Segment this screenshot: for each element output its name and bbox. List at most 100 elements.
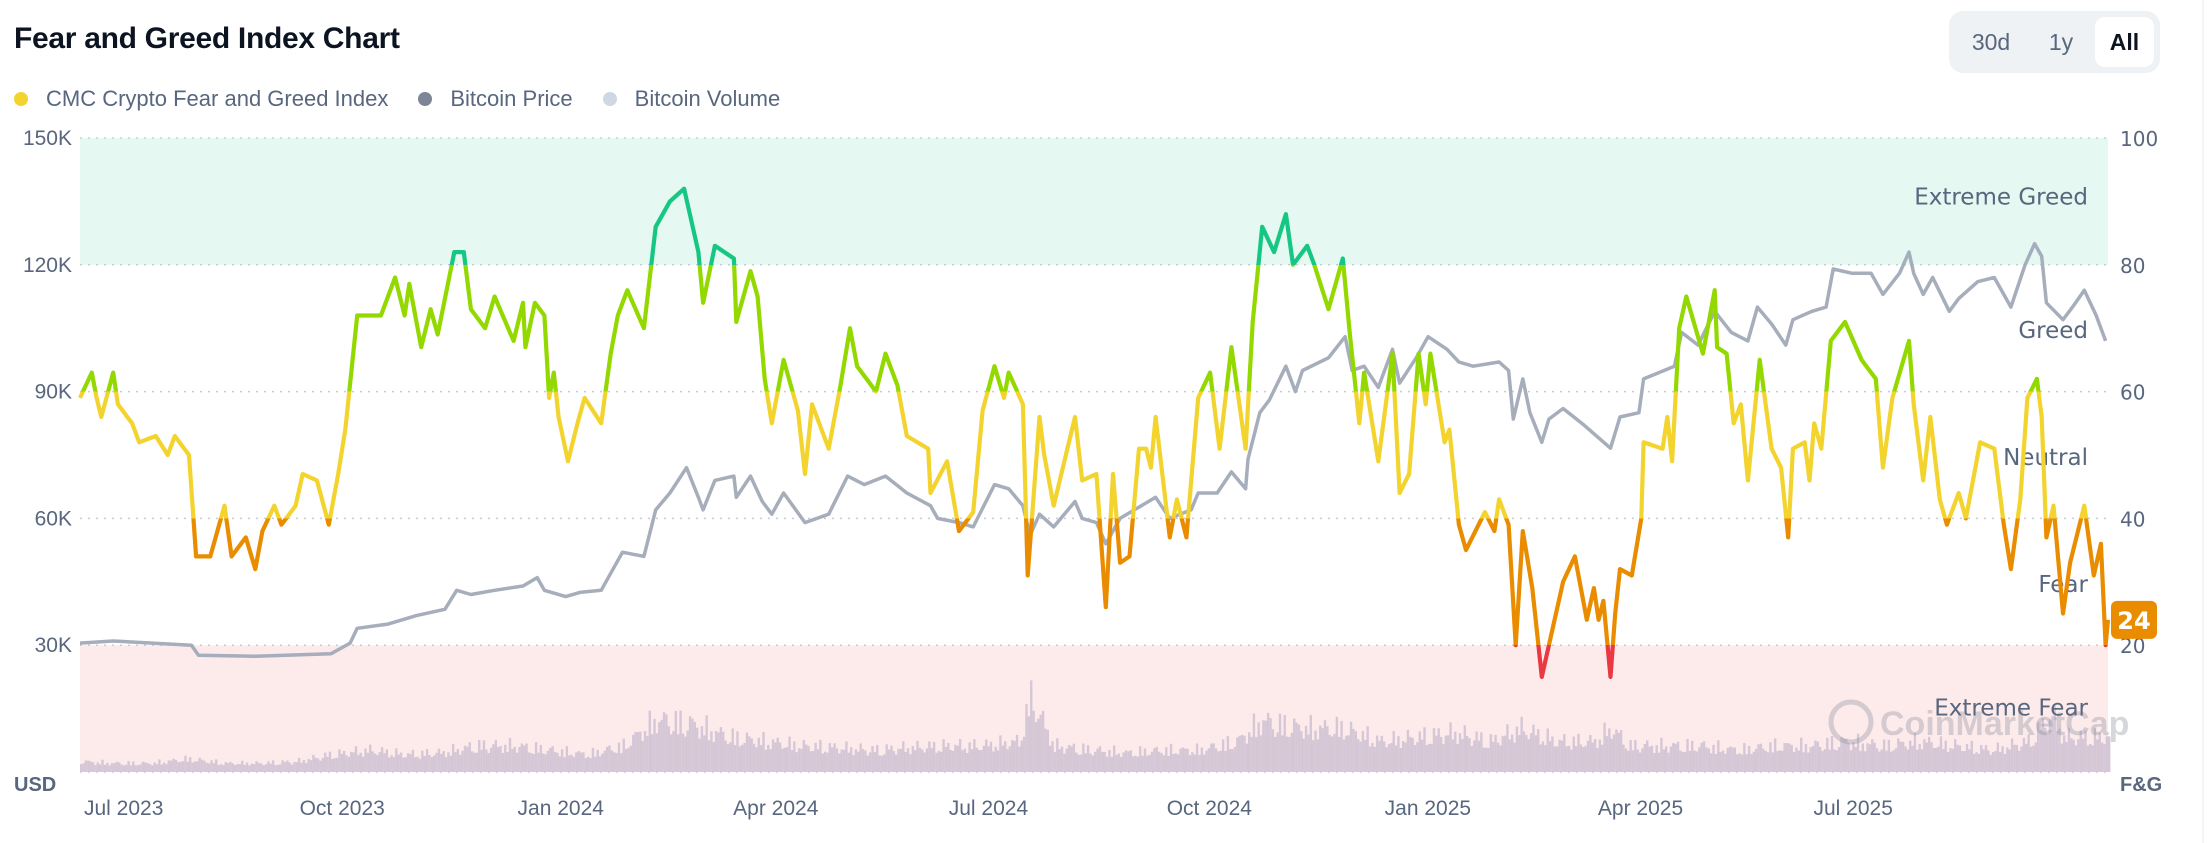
- coinmarketcap-watermark: CoinMarketCap: [1828, 699, 2129, 745]
- volume-bar: [1766, 752, 1770, 772]
- volume-bar: [2008, 749, 2011, 772]
- volume-bar: [1364, 739, 1367, 772]
- range-1y-button[interactable]: 1y: [2048, 28, 2074, 55]
- volume-bar: [1162, 755, 1166, 772]
- volume-bar: [693, 722, 697, 772]
- volume-bar: [686, 730, 689, 772]
- volume-bar: [207, 763, 211, 772]
- volume-bar: [1622, 744, 1625, 772]
- volume-bar: [1515, 726, 1519, 772]
- volume-bar: [264, 764, 268, 772]
- page-title: Fear and Greed Index Chart: [14, 22, 400, 55]
- volume-bar: [1691, 740, 1694, 772]
- volume-bar: [1356, 739, 1360, 772]
- volume-bar: [639, 731, 642, 772]
- volume-bar: [698, 738, 701, 772]
- volume-bar: [835, 748, 839, 772]
- volume-bar: [245, 762, 249, 772]
- volume-bar: [1956, 744, 1959, 772]
- volume-bar: [1764, 750, 1767, 772]
- volume-bar: [1811, 745, 1815, 772]
- volume-bar: [350, 751, 353, 772]
- volume-bar: [321, 757, 325, 772]
- volume-bar: [309, 760, 313, 772]
- volume-bar: [167, 760, 171, 772]
- volume-bar: [2003, 754, 2007, 772]
- volume-bar: [873, 752, 877, 772]
- volume-bar: [276, 764, 280, 772]
- volume-bar: [1174, 753, 1177, 772]
- volume-bar: [1544, 745, 1547, 772]
- volume-bar: [1330, 736, 1334, 772]
- volume-bar: [1754, 748, 1758, 772]
- volume-bar: [1001, 745, 1005, 772]
- legend-item-fear-greed[interactable]: CMC Crypto Fear and Greed Index: [14, 86, 388, 112]
- volume-bar: [1555, 746, 1559, 772]
- volume-bar: [1179, 748, 1182, 772]
- volume-bar: [84, 760, 88, 772]
- volume-bar: [669, 734, 673, 772]
- volume-bar: [1887, 739, 1891, 772]
- volume-bar: [1195, 743, 1199, 772]
- volume-bar: [281, 760, 284, 772]
- volume-bar: [956, 745, 959, 772]
- volume-bar: [975, 747, 978, 772]
- volume-bar: [719, 727, 723, 772]
- volume-bar: [1105, 756, 1109, 772]
- volume-bar: [750, 738, 753, 772]
- volume-bar: [1664, 746, 1668, 772]
- volume-bar: [366, 752, 370, 772]
- volume-bar: [1380, 735, 1384, 772]
- volume-bar: [1636, 749, 1639, 772]
- volume-bar: [1908, 740, 1912, 772]
- volume-bar: [1013, 740, 1016, 772]
- volume-bar: [210, 760, 213, 772]
- volume-bar: [307, 758, 310, 772]
- volume-bar: [700, 726, 704, 772]
- left-axis-tick-label: 30K: [35, 634, 72, 657]
- volume-bar: [2077, 739, 2080, 772]
- legend-item-bitcoin-volume[interactable]: Bitcoin Volume: [602, 86, 780, 112]
- zone-label: Extreme Fear: [1934, 696, 2088, 722]
- volume-bar: [165, 764, 168, 772]
- volume-bar: [1406, 729, 1410, 772]
- volume-bar: [1131, 756, 1135, 772]
- volume-bar: [1963, 751, 1966, 772]
- left-axis-tick-label: 60K: [35, 507, 72, 530]
- volume-bar: [1451, 739, 1455, 772]
- volume-bar: [1470, 746, 1474, 772]
- volume-bar: [1565, 746, 1568, 772]
- x-axis-tick-label: Apr 2024: [733, 797, 819, 820]
- range-30d-button[interactable]: 30d: [1971, 28, 2011, 55]
- volume-bar: [117, 762, 121, 772]
- volume-bar: [691, 718, 694, 772]
- volume-bar: [1482, 747, 1485, 772]
- volume-bar: [459, 754, 462, 772]
- volume-bar: [1899, 741, 1902, 772]
- volume-bar: [1999, 752, 2002, 772]
- volume-bar: [977, 749, 981, 772]
- volume-bar: [1901, 741, 1905, 772]
- volume-bar: [788, 736, 791, 772]
- volume-bar: [1442, 743, 1445, 772]
- volume-bar: [1726, 747, 1729, 772]
- volume-bar: [1503, 735, 1507, 772]
- volume-bar: [1411, 737, 1414, 772]
- volume-bar: [2039, 730, 2042, 772]
- volume-bar: [250, 763, 253, 772]
- volume-bar: [1094, 751, 1097, 772]
- volume-bar: [466, 746, 469, 772]
- volume-bar: [985, 739, 988, 772]
- volume-bar: [1627, 750, 1630, 772]
- volume-bar: [1295, 722, 1298, 772]
- volume-bar: [1160, 753, 1163, 772]
- volume-bar: [729, 742, 732, 772]
- x-axis-tick-label: Jan 2025: [1385, 797, 1471, 820]
- volume-bar: [968, 742, 971, 772]
- volume-bar: [1717, 740, 1720, 772]
- range-all-button[interactable]: All: [2095, 17, 2154, 67]
- volume-bar: [819, 739, 822, 772]
- legend-item-bitcoin-price[interactable]: Bitcoin Price: [418, 86, 573, 112]
- volume-bar: [1833, 749, 1836, 772]
- volume-bar: [1015, 734, 1019, 772]
